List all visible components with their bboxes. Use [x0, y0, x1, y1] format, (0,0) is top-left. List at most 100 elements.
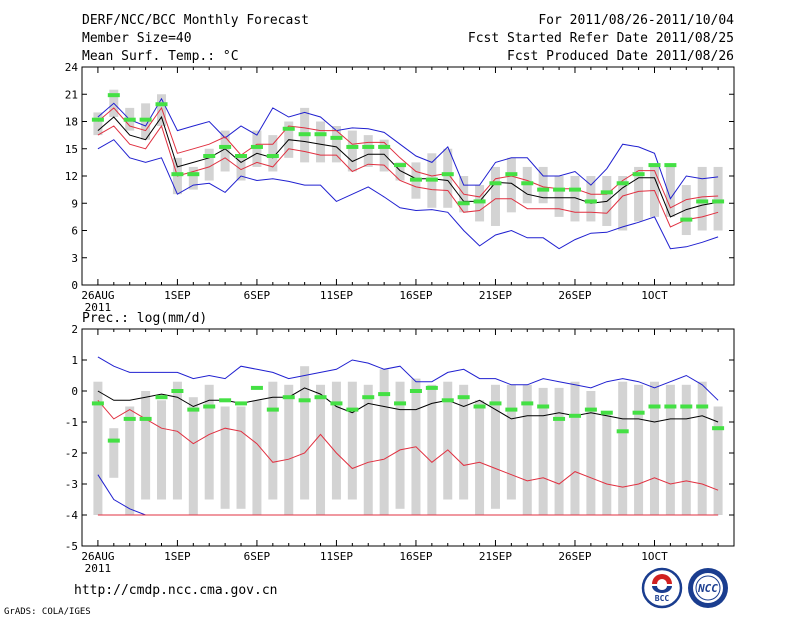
prec-obs-marker-17: [346, 407, 359, 412]
temp-obs-marker-8: [203, 154, 216, 159]
temp-box-26: [490, 166, 500, 226]
temp-box-39: [697, 166, 707, 231]
temp-obs-marker-14: [298, 132, 311, 137]
prec-obs-marker-18: [362, 395, 375, 400]
precip-label: Prec.: log(mm/d): [82, 311, 207, 326]
prec-obs-marker-38: [680, 404, 693, 409]
temp-obs-marker-30: [553, 187, 566, 192]
variable-label: Mean Surf. Temp.: °C: [82, 49, 239, 64]
prec-obs-marker-19: [378, 392, 391, 397]
temp-obs-marker-34: [616, 181, 629, 186]
temp-obs-marker-21: [409, 177, 422, 182]
prec-ytick-label: 0: [71, 385, 78, 398]
prec-box-29: [538, 387, 548, 515]
header: DERF/NCC/BCC Monthly Forecast Member Siz…: [82, 13, 734, 64]
temp-box-9: [220, 130, 230, 172]
temp-obs-marker-12: [266, 154, 279, 159]
temp-obs-marker-23: [441, 172, 454, 177]
ncc-logo-globe: [695, 575, 721, 601]
prec-obs-marker-10: [235, 401, 248, 406]
figure-title: DERF/NCC/BCC Monthly Forecast: [82, 13, 309, 28]
prec-box-18: [363, 384, 373, 515]
prec-box-37: [665, 384, 675, 515]
temp-line-upper: [97, 106, 719, 209]
prec-box-3: [125, 406, 135, 515]
prec-obs-marker-31: [568, 413, 581, 418]
prec-box-33: [602, 412, 612, 515]
footer: http://cmdp.ncc.cma.gov.cn GrADS: COLA/I…: [4, 567, 728, 617]
temp-box-8: [204, 148, 214, 181]
prec-obs-marker-27: [505, 407, 518, 412]
temp-xtick-label: 1SEP: [164, 289, 191, 302]
prec-obs-marker-7: [187, 407, 200, 412]
prec-ytick-label: -4: [65, 509, 79, 522]
prec-box-8: [204, 384, 214, 500]
prec-box-35: [634, 384, 644, 515]
prec-box-11: [252, 400, 262, 515]
temp-obs-marker-20: [394, 163, 407, 168]
prec-obs-marker-30: [553, 416, 566, 421]
prec-obs-marker-5: [155, 395, 168, 400]
temp-obs-marker-27: [505, 172, 518, 177]
temp-obs-marker-36: [648, 163, 661, 168]
grads-credit: GrADS: COLA/IGES: [4, 607, 91, 617]
temp-ytick-label: 15: [65, 143, 78, 156]
temp-line-max: [97, 97, 719, 200]
temp-obs-marker-16: [330, 135, 343, 140]
prec-box-9: [220, 406, 230, 509]
temp-ytick-label: 21: [65, 88, 78, 101]
prec-obs-marker-9: [219, 398, 232, 403]
prec-obs-marker-6: [171, 389, 184, 393]
prec-box-31: [570, 381, 580, 515]
member-size: Member Size=40: [82, 31, 192, 46]
prec-obs-marker-1: [91, 401, 104, 406]
temp-line-median: [97, 115, 719, 218]
temperature-chart: 0 3 6 9 12 15 18 21 24 26AUG 1SEP 6SEP 11SEP 16SEP 21S…: [65, 61, 735, 314]
prec-obs-marker-28: [521, 401, 534, 406]
temp-obs-marker-17: [346, 144, 359, 149]
temp-box-5: [157, 94, 167, 127]
prec-ytick-label: -1: [65, 416, 78, 429]
prec-box-26: [490, 384, 500, 509]
precipitation-chart: -5 -4 -3 -2 -1 0 1 2 26AUG 1SEP 6SEP 11SEP 16SEP 21SE…: [65, 323, 735, 575]
temp-box-12: [268, 135, 278, 172]
prec-xtick-label: 21SEP: [479, 550, 512, 563]
prec-box-4: [141, 391, 151, 500]
temp-obs-marker-10: [235, 154, 248, 159]
temp-xtick-label: 21SEP: [479, 289, 512, 302]
prec-ytick-label: 1: [71, 354, 78, 367]
temp-obs-marker-9: [219, 144, 232, 149]
prec-obs-marker-35: [632, 410, 645, 415]
temp-obs-marker-37: [664, 163, 677, 168]
bcc-logo-text: BCC: [655, 594, 670, 603]
prec-box-17: [347, 381, 357, 500]
temp-obs-marker-26: [489, 181, 502, 186]
prec-obs-marker-14: [298, 398, 311, 403]
temp-box-31: [570, 176, 580, 222]
temp-box-19: [379, 139, 389, 172]
prec-obs-marker-37: [664, 404, 677, 409]
prec-box-34: [618, 381, 628, 515]
ncc-logo: NCC: [688, 568, 728, 608]
prec-obs-marker-21: [409, 389, 422, 393]
prec-box-23: [443, 381, 453, 500]
temp-xtick-label: 11SEP: [320, 289, 353, 302]
temp-line-min: [97, 139, 719, 250]
prec-box-5: [157, 400, 167, 500]
temp-obs-marker-38: [680, 217, 693, 222]
prec-box-32: [586, 391, 596, 515]
prec-box-1: [93, 381, 103, 515]
temp-xtick-label: 6SEP: [244, 289, 271, 302]
temp-ytick-label: 18: [65, 116, 78, 129]
temp-box-16: [331, 126, 341, 163]
prec-box-20: [395, 381, 405, 509]
prec-box-19: [379, 369, 389, 515]
temp-box-36: [649, 166, 659, 217]
temp-box-17: [347, 130, 357, 172]
prec-box-27: [506, 384, 516, 500]
prec-box-15: [316, 384, 326, 515]
prec-obs-marker-8: [203, 404, 216, 409]
prec-obs-marker-11: [250, 385, 263, 390]
temp-box-7: [188, 166, 198, 190]
